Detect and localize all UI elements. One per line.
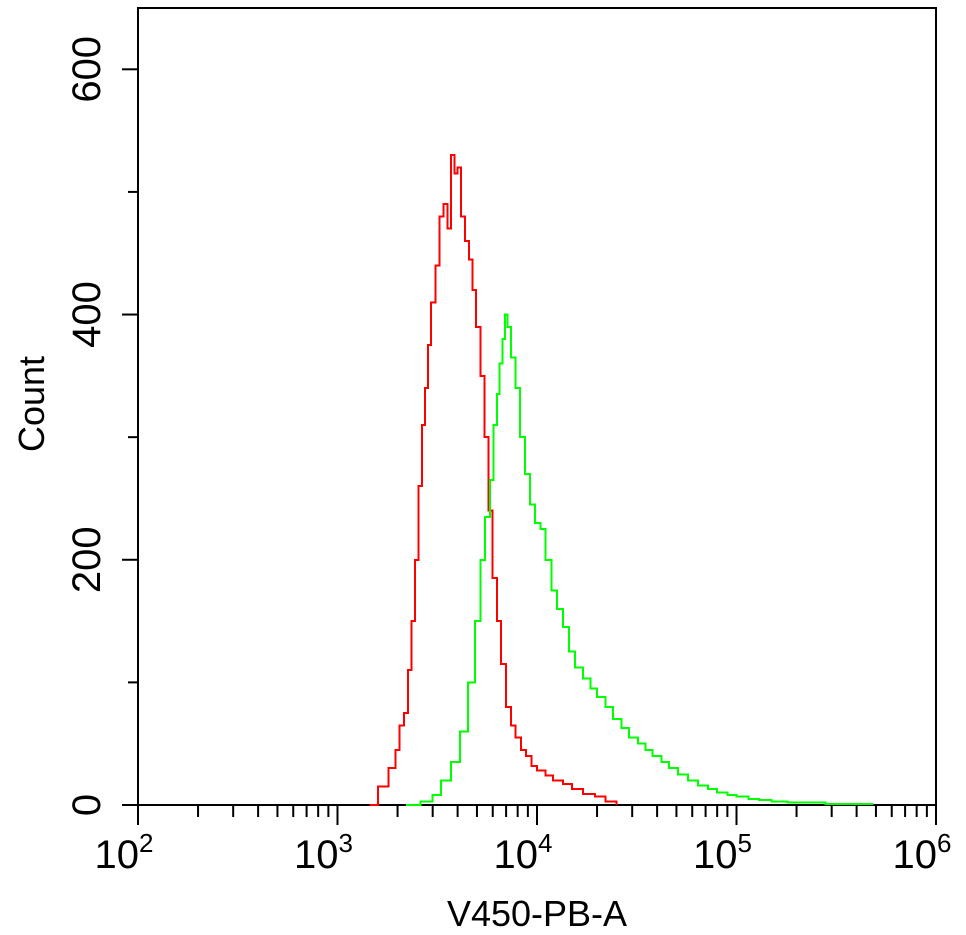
series-red-line (369, 154, 618, 806)
series-green-line (405, 313, 874, 806)
x-tick-label: 106 (893, 828, 952, 877)
y-tick-label: 0 (65, 794, 109, 816)
x-tick-label: 102 (95, 828, 154, 877)
axis-ticks (122, 68, 937, 825)
y-tick-label: 200 (65, 526, 109, 593)
y-axis-label: Count (11, 356, 52, 452)
y-tick-label: 400 (65, 281, 109, 348)
x-axis-label: V450-PB-A (447, 893, 627, 934)
x-tick-label: 103 (294, 828, 353, 877)
x-tick-label: 105 (693, 828, 752, 877)
x-tick-label: 104 (494, 828, 553, 877)
tick-labels: 102 103 104 105 106 0 200 400 600 (65, 36, 951, 877)
plot-frame (137, 7, 937, 806)
histogram-series (369, 154, 874, 806)
y-tick-label: 600 (65, 36, 109, 103)
